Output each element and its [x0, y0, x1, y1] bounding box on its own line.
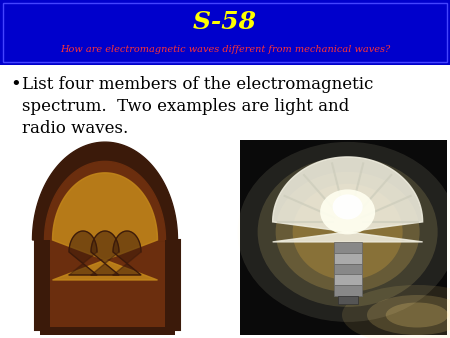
- Bar: [333, 242, 362, 253]
- Bar: [333, 274, 362, 285]
- Polygon shape: [53, 173, 158, 280]
- Bar: [35, 240, 50, 330]
- Polygon shape: [273, 157, 423, 242]
- Ellipse shape: [258, 157, 438, 307]
- Ellipse shape: [238, 142, 450, 322]
- Bar: [333, 253, 362, 264]
- Polygon shape: [45, 161, 166, 240]
- Bar: [0, 0, 450, 65]
- Polygon shape: [69, 231, 97, 275]
- Bar: [240, 140, 447, 335]
- Bar: [40, 327, 175, 335]
- Bar: [0, 65, 450, 338]
- Bar: [338, 296, 358, 304]
- Ellipse shape: [367, 295, 450, 335]
- Ellipse shape: [333, 194, 363, 219]
- Polygon shape: [91, 231, 119, 275]
- Polygon shape: [32, 142, 180, 240]
- Bar: [333, 264, 362, 274]
- Bar: [165, 240, 180, 330]
- Bar: [3, 3, 447, 62]
- Polygon shape: [113, 231, 141, 275]
- Ellipse shape: [276, 172, 420, 292]
- Ellipse shape: [342, 285, 450, 338]
- Text: List four members of the electromagnetic
spectrum.  Two examples are light and
r: List four members of the electromagnetic…: [22, 76, 374, 138]
- Ellipse shape: [320, 189, 375, 234]
- Bar: [333, 285, 362, 296]
- Ellipse shape: [386, 303, 448, 328]
- Text: S-58: S-58: [193, 10, 257, 34]
- Text: How are electromagnetic waves different from mechanical waves?: How are electromagnetic waves different …: [60, 46, 390, 54]
- Bar: [35, 240, 180, 330]
- Ellipse shape: [292, 184, 403, 280]
- Text: •: •: [10, 76, 21, 94]
